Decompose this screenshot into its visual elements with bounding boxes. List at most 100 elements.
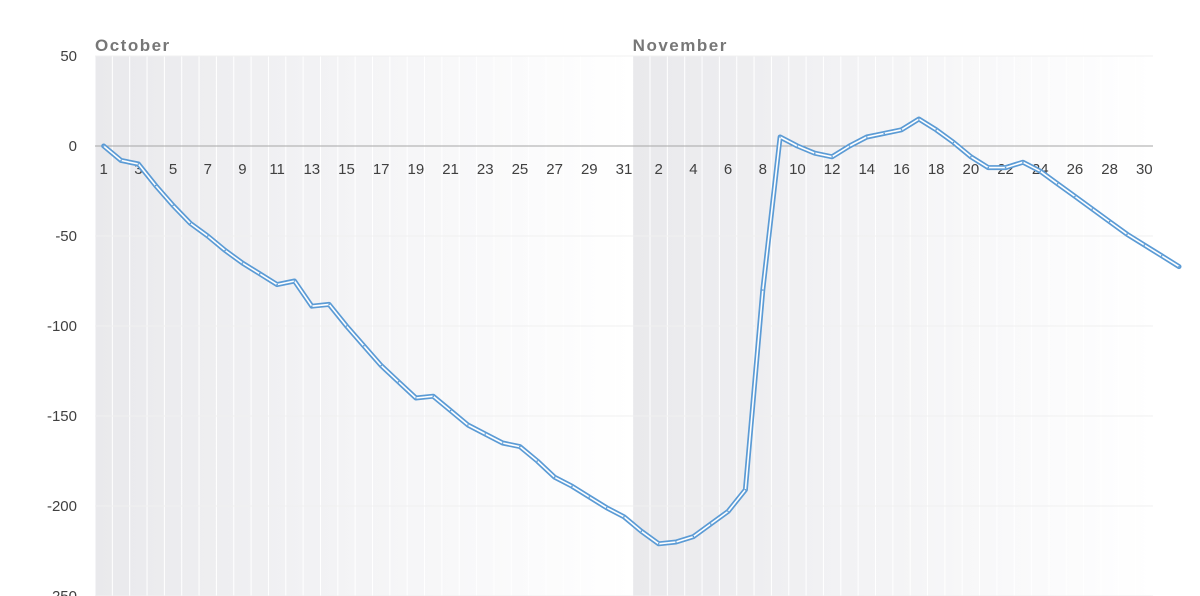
data-point (1039, 170, 1042, 172)
data-point (588, 496, 591, 498)
data-point (709, 523, 712, 525)
month-label: October (95, 36, 171, 55)
x-axis-ticks: 1 3 5 7 9 11 13 15 17 19 21 23 25 27 29 31 2 4 6 8 10 12 14 16 1… (100, 161, 1153, 178)
data-point (779, 136, 781, 138)
data-point (293, 280, 296, 282)
data-point (866, 136, 868, 138)
data-point (1143, 244, 1146, 246)
data-point (536, 460, 539, 462)
x-tick-label: 14 (858, 161, 875, 178)
x-tick-label: 30 (1136, 161, 1153, 178)
data-point (172, 204, 174, 207)
data-point (415, 397, 417, 399)
data-point (1160, 255, 1163, 257)
data-point (432, 395, 435, 398)
x-tick-label: 31 (616, 161, 633, 178)
y-tick-label: -50 (55, 228, 77, 245)
data-point (1004, 166, 1007, 169)
x-tick-label: 25 (512, 161, 529, 178)
x-tick-label: 18 (928, 161, 945, 178)
data-point (918, 118, 920, 120)
data-point (397, 381, 400, 383)
x-tick-label: 8 (759, 161, 767, 178)
x-tick-label: 12 (824, 161, 841, 178)
data-point (571, 485, 573, 488)
data-point (813, 152, 816, 154)
x-tick-label: 10 (789, 161, 806, 178)
x-tick-label: 27 (546, 161, 563, 178)
data-point (345, 325, 348, 327)
x-tick-label: 9 (238, 161, 246, 178)
data-point (970, 156, 972, 158)
x-tick-label: 28 (1101, 161, 1118, 178)
data-point (1056, 183, 1059, 185)
x-tick-label: 1 (100, 161, 108, 178)
x-tick-label: 4 (689, 161, 697, 178)
data-point (1126, 233, 1128, 235)
data-point (831, 156, 833, 158)
x-tick-label: 5 (169, 161, 177, 178)
data-point (987, 166, 990, 169)
data-point (1091, 208, 1094, 210)
y-tick-label: 50 (60, 48, 77, 65)
data-point (692, 535, 695, 538)
data-point (952, 141, 955, 144)
x-tick-label: 16 (893, 161, 910, 178)
x-tick-label: 7 (204, 161, 212, 178)
x-tick-label: 21 (442, 161, 459, 178)
data-point (623, 516, 625, 518)
data-point (657, 543, 660, 545)
data-point (796, 145, 799, 147)
data-point (900, 129, 903, 131)
data-point (102, 145, 105, 147)
x-tick-label: 15 (338, 161, 355, 178)
x-tick-label: 29 (581, 161, 598, 178)
data-point (675, 541, 677, 543)
horizontal-gridlines (95, 55, 1153, 596)
x-tick-label: 13 (303, 161, 320, 178)
data-point (1178, 265, 1180, 268)
data-point (328, 303, 330, 306)
month-labels: October November (95, 36, 728, 55)
x-tick-label: 2 (655, 161, 663, 178)
data-point (189, 222, 192, 225)
data-point (363, 345, 365, 347)
y-tick-label: -100 (47, 318, 77, 335)
data-point (761, 289, 764, 291)
x-tick-label: 6 (724, 161, 732, 178)
data-point (137, 163, 140, 165)
data-point (727, 510, 729, 513)
data-point (935, 129, 937, 131)
data-point (553, 476, 556, 479)
data-point (241, 262, 244, 264)
x-tick-label: 11 (269, 161, 285, 178)
data-point (883, 132, 885, 135)
data-point (224, 249, 226, 252)
data-point (501, 442, 504, 444)
data-point (1108, 220, 1111, 223)
data-point (605, 507, 608, 509)
series-group (101, 116, 1182, 547)
data-point (258, 273, 261, 275)
x-tick-label: 23 (477, 161, 494, 178)
x-tick-label: 26 (1067, 161, 1084, 178)
y-tick-label: -150 (47, 408, 77, 425)
y-axis-ticks: 50 0 -50 -100 -150 -200 -250 (47, 48, 77, 596)
data-point (848, 145, 851, 147)
data-point (276, 283, 278, 286)
data-point (1022, 161, 1024, 163)
data-point (640, 530, 643, 532)
x-tick-label: 20 (963, 161, 980, 178)
data-point (449, 409, 452, 412)
data-point (206, 235, 209, 237)
data-point (1074, 195, 1076, 198)
y-tick-label: -200 (47, 498, 77, 515)
month-label: November (633, 36, 728, 55)
y-tick-label: 0 (69, 138, 77, 155)
data-point (744, 489, 747, 491)
data-point (519, 445, 521, 448)
x-tick-label: 19 (408, 161, 425, 178)
data-point (154, 184, 157, 187)
data-point (467, 424, 469, 426)
